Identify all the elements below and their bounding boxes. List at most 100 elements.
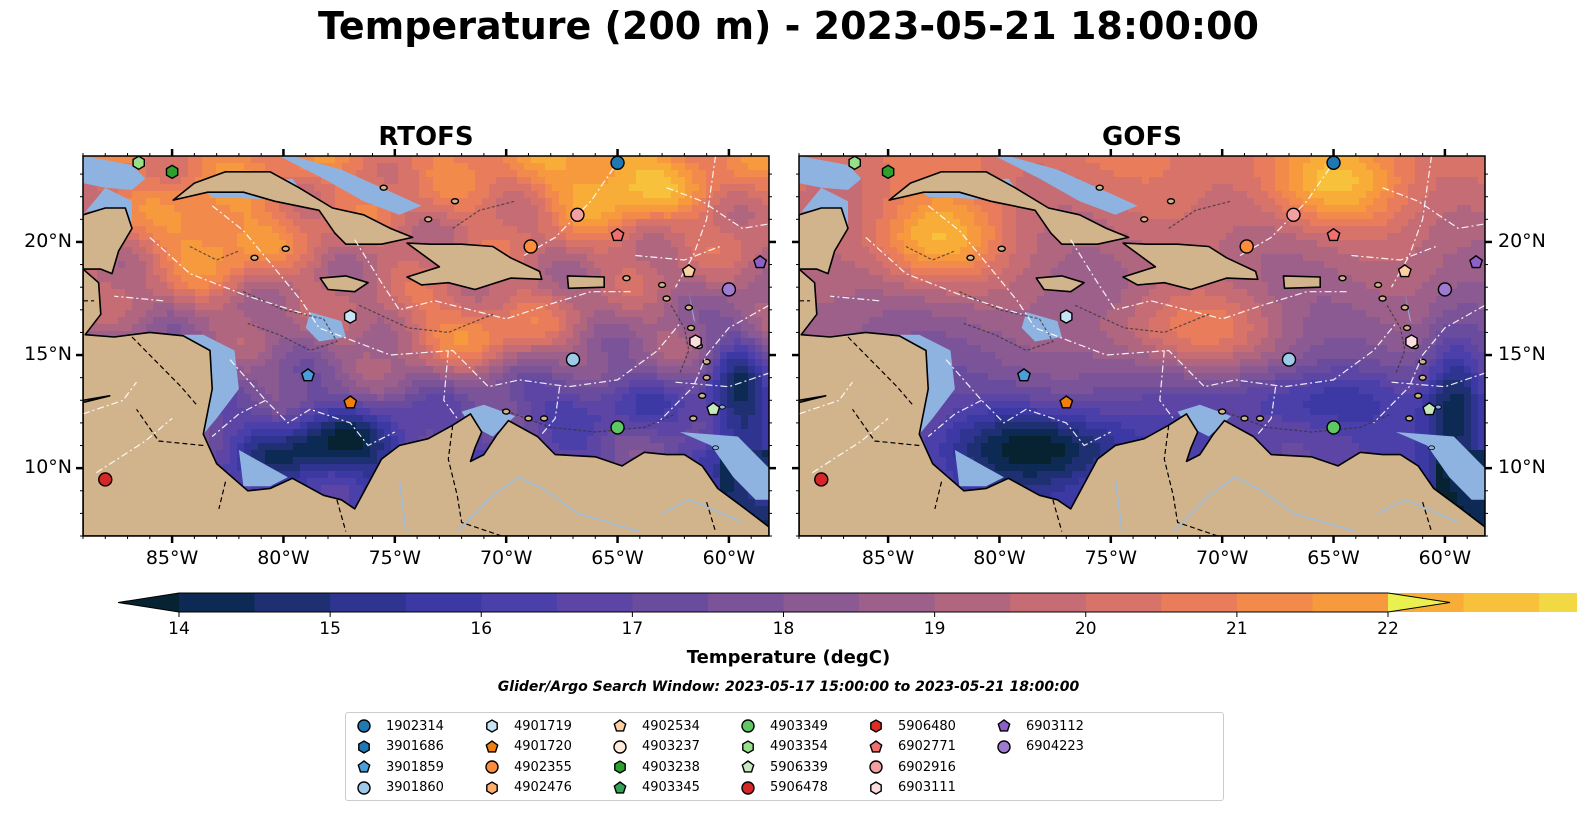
- colorbar-bin: [556, 593, 633, 612]
- eez-boundary: [96, 417, 173, 474]
- float-marker-4901719[interactable]: [343, 309, 357, 324]
- lon-tick-label: 65°W: [1307, 547, 1360, 569]
- float-marker-1902314[interactable]: [610, 155, 625, 170]
- float-marker-6903112[interactable]: [1469, 254, 1484, 269]
- float-marker-6902771[interactable]: [1326, 227, 1341, 242]
- map-panels: [76, 149, 1492, 543]
- land-mass: [1035, 275, 1085, 293]
- float-marker-4903354[interactable]: [848, 155, 861, 171]
- country-border: [218, 481, 227, 510]
- float-marker-6904223[interactable]: [1437, 282, 1453, 297]
- float-marker-6904223[interactable]: [721, 282, 737, 297]
- island: [662, 295, 671, 302]
- colorbar-bin: [632, 593, 709, 612]
- float-marker-4902534[interactable]: [1397, 264, 1412, 278]
- float-marker-4903349[interactable]: [610, 420, 625, 435]
- island: [684, 304, 694, 311]
- pentagon-marker-icon: [485, 739, 499, 753]
- float-marker-4902534[interactable]: [681, 264, 696, 278]
- legend-item: 6903112: [996, 716, 1084, 736]
- shallow-shelf: [279, 156, 422, 215]
- float-marker-4901720[interactable]: [1059, 395, 1074, 409]
- hexagon-marker-icon: [870, 719, 882, 733]
- shallow-shelf: [954, 450, 1004, 487]
- pentagon-marker-icon: [869, 739, 883, 753]
- colorbar-bin: [1085, 593, 1162, 612]
- lon-tick-label: 85°W: [861, 547, 915, 569]
- float-marker-5906339[interactable]: [706, 401, 721, 416]
- eez-boundary: [1070, 239, 1347, 320]
- map-rtofs: [83, 156, 769, 536]
- eez-boundary: [1351, 245, 1437, 261]
- float-marker-4901720[interactable]: [343, 395, 358, 409]
- legend-label: 6902771: [898, 739, 956, 754]
- colorbar-bin: [859, 593, 936, 612]
- colorbar-max-extend: [1388, 593, 1450, 612]
- lat-tick-label: 10°N: [1498, 456, 1546, 479]
- legend-label: 4903345: [642, 780, 700, 795]
- figure-title: Temperature (200 m) - 2023-05-21 18:00:0…: [317, 4, 1259, 48]
- float-marker-6903111[interactable]: [689, 334, 702, 349]
- eez-boundary: [211, 205, 681, 388]
- lon-tick-label: 60°W: [1418, 547, 1472, 569]
- island: [250, 254, 259, 261]
- lon-tick-label: 75°W: [368, 547, 422, 569]
- colorbar-tick-label: 16: [470, 619, 493, 639]
- float-marker-4903354[interactable]: [132, 155, 146, 171]
- float-marker-3901859[interactable]: [300, 368, 315, 382]
- legend-item: 4903354: [740, 737, 828, 757]
- colorbar-tick-label: 18: [772, 619, 795, 639]
- float-marker-4903238[interactable]: [881, 164, 895, 180]
- isobath-contour: [358, 304, 494, 334]
- float-marker-6903112[interactable]: [753, 254, 768, 269]
- panel-title-gofs: GOFS: [1102, 122, 1182, 152]
- float-marker-4902355[interactable]: [523, 239, 538, 254]
- eez-boundary: [927, 205, 1397, 388]
- float-marker-3901859[interactable]: [1016, 368, 1031, 382]
- eez-boundary: [945, 359, 1112, 447]
- legend-label: 4901720: [514, 739, 572, 754]
- colorbar-bin: [1539, 593, 1577, 612]
- legend-item: 5906478: [740, 778, 828, 798]
- float-marker-4903238[interactable]: [165, 164, 179, 180]
- float-marker-4901719[interactable]: [1059, 309, 1073, 324]
- float-marker-6902916[interactable]: [570, 207, 585, 223]
- river: [1377, 498, 1459, 524]
- float-marker-4903349[interactable]: [1326, 420, 1341, 435]
- float-marker-3901860[interactable]: [1281, 352, 1297, 367]
- lon-tick-label: 80°W: [973, 547, 1026, 569]
- float-marker-5906478[interactable]: [814, 472, 829, 487]
- float-marker-5906478[interactable]: [98, 472, 113, 487]
- land-mass: [799, 207, 849, 275]
- island: [1095, 184, 1104, 191]
- island: [501, 408, 511, 415]
- shallow-shelf: [799, 156, 862, 190]
- legend-label: 5906480: [898, 718, 956, 734]
- legend-item: 4903238: [612, 757, 700, 777]
- legend-item: 4902355: [484, 757, 572, 777]
- legend-item: 6902771: [868, 737, 956, 757]
- float-marker-6902916[interactable]: [1286, 207, 1301, 223]
- river: [1114, 479, 1123, 532]
- lat-tick-label: 15°N: [24, 343, 72, 366]
- float-marker-6902771[interactable]: [610, 227, 625, 242]
- pentagon-marker-icon: [613, 780, 627, 794]
- isobath-contour: [1386, 304, 1406, 374]
- eez-boundary: [1159, 350, 1174, 419]
- hexagon-marker-icon: [614, 760, 626, 774]
- eez-boundary: [541, 386, 561, 435]
- hexagon-marker-icon: [742, 739, 754, 754]
- panel-title-rtofs: RTOFS: [378, 122, 474, 152]
- eez-boundary: [830, 295, 880, 302]
- float-marker-5906339[interactable]: [1422, 401, 1437, 416]
- legend-label: 6902916: [898, 759, 956, 775]
- legend-label: 4903354: [770, 739, 828, 754]
- float-marker-4902355[interactable]: [1239, 239, 1254, 254]
- circle-marker-icon: [357, 780, 371, 795]
- float-marker-3901860[interactable]: [565, 352, 581, 367]
- colorbar-tick-label: 22: [1377, 619, 1399, 639]
- float-marker-6903111[interactable]: [1405, 334, 1418, 349]
- island: [1378, 295, 1387, 302]
- lon-tick-label: 80°W: [257, 547, 310, 569]
- float-marker-1902314[interactable]: [1326, 155, 1341, 170]
